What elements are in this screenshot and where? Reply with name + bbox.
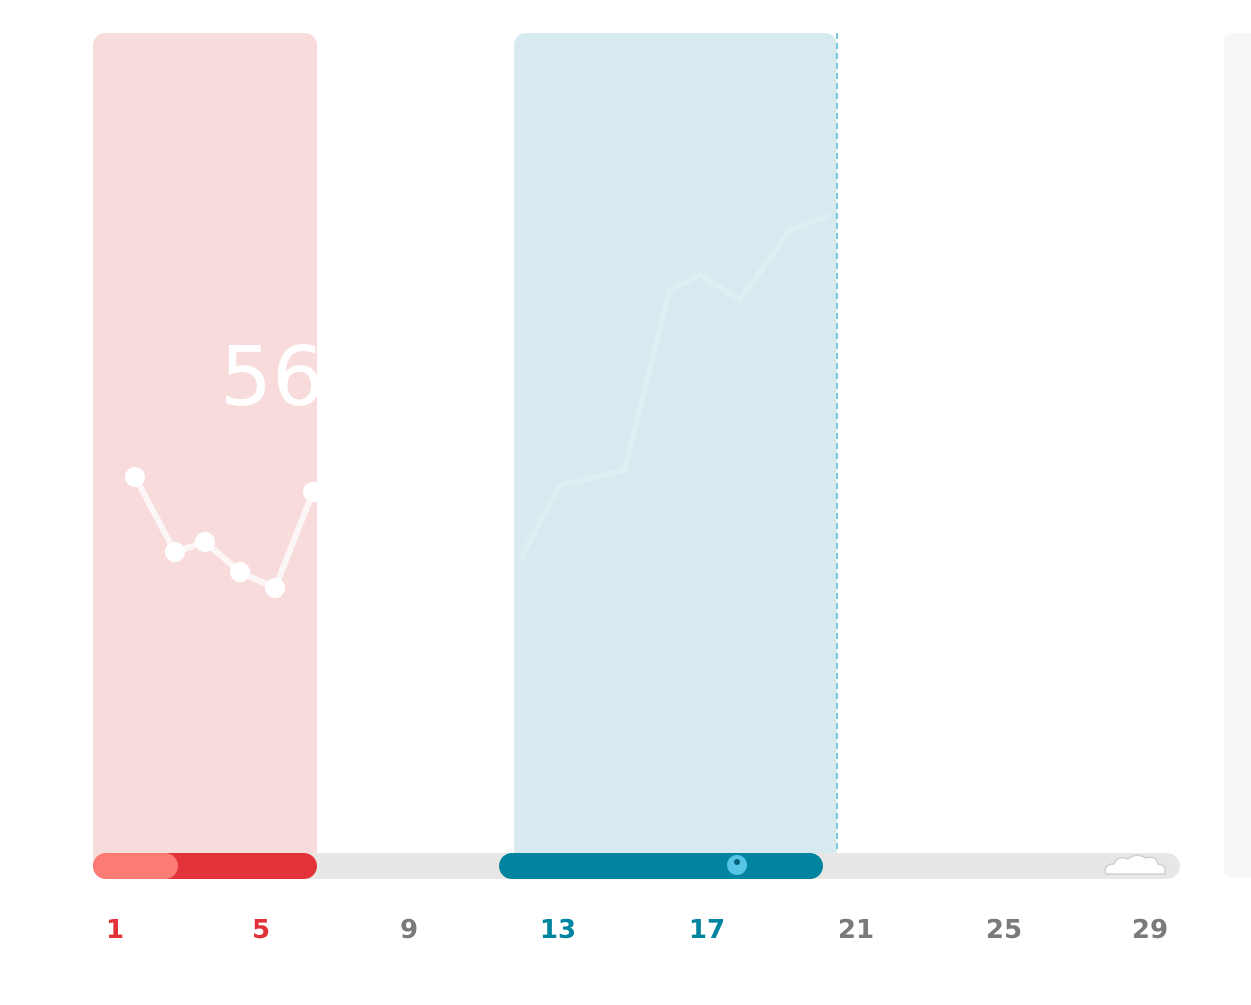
trend-path-faint	[517, 212, 832, 562]
day-label: 17	[689, 915, 725, 945]
day-label: 1	[106, 915, 124, 945]
day-label: 5	[252, 915, 270, 945]
trend-point	[265, 578, 285, 598]
side-panel	[1224, 33, 1251, 878]
day-label: 9	[400, 915, 418, 945]
fertile-bar	[499, 853, 823, 879]
day-label: 21	[838, 915, 874, 945]
fertile-window	[514, 33, 837, 878]
trend-point	[125, 467, 145, 487]
trend-point	[195, 532, 215, 552]
cloud-icon[interactable]	[1104, 854, 1167, 875]
period-bar-light	[93, 853, 178, 879]
big-value: 56	[220, 330, 324, 425]
trend-path	[132, 475, 316, 591]
day-label: 29	[1132, 915, 1168, 945]
period-window	[93, 33, 317, 878]
day-label: 25	[986, 915, 1022, 945]
trend-point	[303, 482, 323, 502]
trend-point	[230, 562, 250, 582]
day-axis: 1 5 9 13 17 21 25 29	[106, 915, 1168, 945]
ovulation-dot-center	[734, 859, 740, 865]
trend-point	[165, 542, 185, 562]
trend-line	[125, 212, 832, 598]
day-label: 13	[540, 915, 576, 945]
